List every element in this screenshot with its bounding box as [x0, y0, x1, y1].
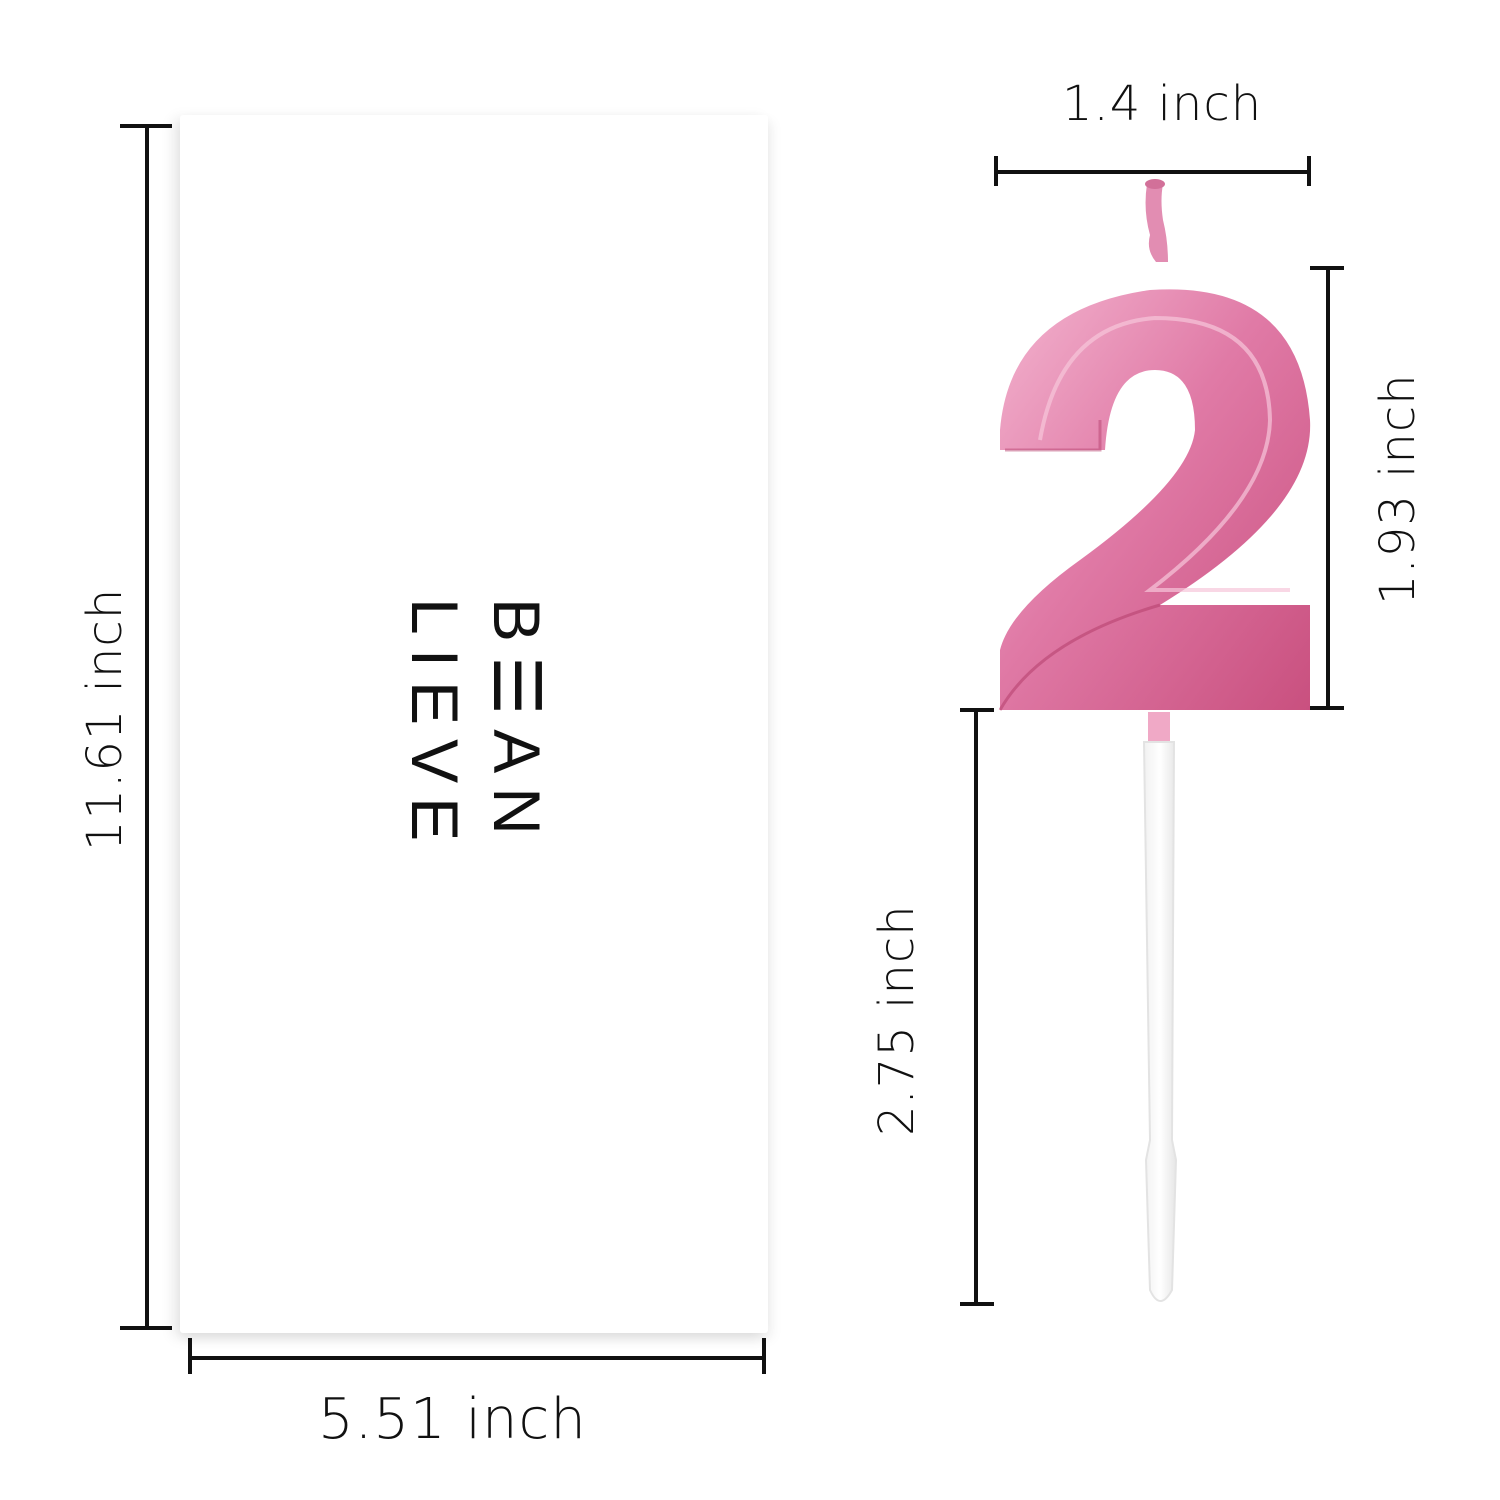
card-width-label: 5.51 inch	[318, 1387, 587, 1452]
candle-numeral	[998, 289, 1311, 711]
card-width-cap-left	[188, 1338, 192, 1374]
numeral-height-line	[1326, 268, 1330, 709]
card-height-line	[145, 125, 149, 1330]
numeral-height-cap-bottom	[1310, 706, 1344, 710]
numeral-height-cap-top	[1310, 266, 1344, 270]
stick-length-line	[974, 710, 978, 1304]
card-height-cap-bottom	[120, 1326, 172, 1330]
candle-width-cap-right	[1307, 156, 1311, 186]
candle-wick	[1145, 179, 1168, 262]
candle-width-line	[996, 170, 1310, 174]
gift-card	[180, 115, 768, 1333]
candle-stick	[1142, 712, 1178, 1302]
card-height-cap-top	[120, 124, 172, 128]
stick-length-cap-top	[960, 708, 994, 712]
card-width-line	[190, 1356, 765, 1360]
stick-length-cap-bottom	[960, 1302, 994, 1306]
candle-width-cap-left	[994, 156, 998, 186]
candle-width-label: 1.4 inch	[1062, 76, 1263, 132]
card-width-cap-right	[762, 1338, 766, 1374]
